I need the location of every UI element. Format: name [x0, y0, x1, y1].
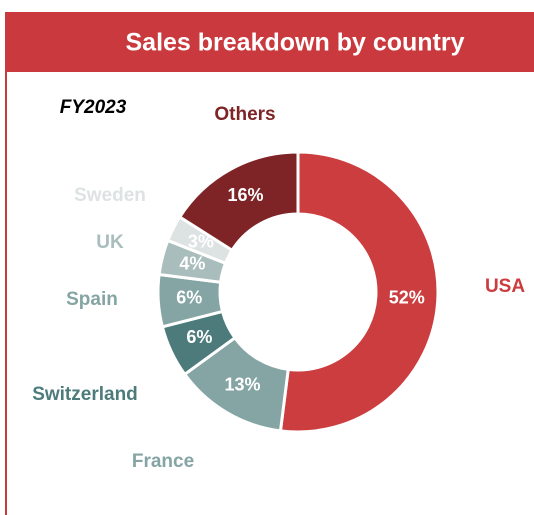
category-label: Others: [214, 104, 275, 125]
chart-title: Sales breakdown by country: [126, 29, 465, 57]
category-label: Switzerland: [32, 384, 138, 405]
category-label: USA: [485, 276, 525, 297]
donut-slice: [278, 150, 440, 434]
category-label: Spain: [66, 289, 118, 310]
category-label: UK: [96, 232, 124, 253]
subtitle: FY2023: [60, 97, 127, 118]
value-label: 52%: [389, 288, 425, 308]
category-label: Sweden: [74, 185, 146, 206]
category-label: France: [132, 451, 194, 472]
value-label: 4%: [179, 254, 205, 274]
value-label: 16%: [227, 185, 263, 205]
donut-slice: [177, 150, 300, 253]
header-bar: [5, 12, 534, 72]
value-label: 6%: [186, 327, 212, 347]
value-label: 6%: [176, 288, 202, 308]
value-label: 13%: [224, 375, 260, 395]
